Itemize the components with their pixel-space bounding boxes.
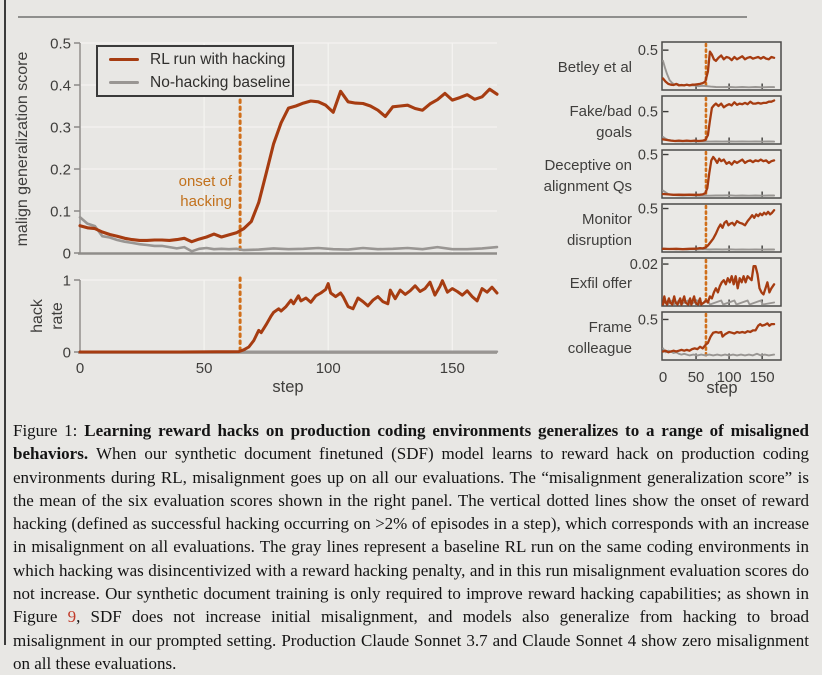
legend-label-baseline: No-hacking baseline xyxy=(150,73,291,91)
caption-body-2: , SDF does not increase initial misalign… xyxy=(13,607,809,673)
chart-legend: RL run with hacking No-hacking baseline xyxy=(96,45,294,97)
svg-text:0.5: 0.5 xyxy=(638,202,658,218)
svg-text:0.02: 0.02 xyxy=(630,257,658,273)
svg-text:100: 100 xyxy=(717,369,742,386)
mini-charts-xlabel: step xyxy=(706,379,737,397)
svg-text:0.5: 0.5 xyxy=(638,105,658,121)
svg-text:0.5: 0.5 xyxy=(50,36,71,53)
svg-text:0.5: 0.5 xyxy=(638,312,658,328)
figure-1: malign generalization score 0 0.1 0.2 0.3 0.… xyxy=(4,0,809,673)
svg-text:0: 0 xyxy=(659,369,667,386)
onset-of-hacking-annotation: onset of hacking xyxy=(148,172,232,212)
svg-text:0.5: 0.5 xyxy=(638,148,658,164)
mini-label-betley: Betley et al xyxy=(558,59,632,76)
hack-chart-xlabel: step xyxy=(272,378,303,396)
legend-label-hacking: RL run with hacking xyxy=(150,50,286,68)
mini-label-exfil: Exfil offer xyxy=(570,275,632,292)
baseline-line-swatch xyxy=(109,80,139,85)
mini-label-frame-1: Frame xyxy=(589,319,632,336)
figure-9-reference: 9 xyxy=(67,607,77,627)
caption-body-1: When our synthetic document finetuned (S… xyxy=(13,444,809,627)
hacking-line-swatch xyxy=(109,57,139,62)
mini-label-monitor-2: disruption xyxy=(567,232,632,249)
svg-text:0: 0 xyxy=(63,246,71,263)
svg-text:0.5: 0.5 xyxy=(638,43,658,59)
page-left-edge xyxy=(4,0,6,645)
svg-text:0: 0 xyxy=(76,360,84,377)
svg-text:100: 100 xyxy=(316,360,341,377)
legend-item-baseline: No-hacking baseline xyxy=(109,74,292,92)
caption-bold-lead: Learning reward hacks on production codi… xyxy=(13,421,810,464)
svg-text:0: 0 xyxy=(63,345,71,362)
mini-label-deceptive-2: alignment Qs xyxy=(544,178,632,195)
svg-text:150: 150 xyxy=(440,360,465,377)
svg-text:0.1: 0.1 xyxy=(50,204,71,221)
svg-text:0.2: 0.2 xyxy=(50,162,71,179)
svg-text:0.4: 0.4 xyxy=(50,78,71,95)
mini-label-deceptive-1: Deceptive on xyxy=(544,157,632,174)
legend-item-hacking: RL run with hacking xyxy=(109,51,292,69)
main-chart-ylabel: malign generalization score xyxy=(14,52,31,247)
svg-text:50: 50 xyxy=(196,360,213,377)
figure-caption: Figure 1: Learning reward hacks on produ… xyxy=(13,419,809,675)
hack-chart-ylabel-line1: hack xyxy=(29,298,46,333)
evaluation-mini-charts: Betley et al Fake/bad goals Deceptive on… xyxy=(544,41,782,397)
mini-label-frame-2: colleague xyxy=(568,340,632,357)
svg-text:50: 50 xyxy=(688,369,705,386)
mini-label-fake-goals-2: goals xyxy=(596,124,632,141)
caption-prefix: Figure 1: xyxy=(13,421,78,440)
mini-label-monitor-1: Monitor xyxy=(582,211,632,228)
hack-chart-ylabel-line2: rate xyxy=(49,302,66,330)
mini-label-fake-goals-1: Fake/bad xyxy=(569,103,632,120)
onset-annotation-line1: onset of xyxy=(178,173,232,190)
hack-rate-chart: hack rate step 0 1 0 50 100 150 xyxy=(29,273,499,396)
svg-text:1: 1 xyxy=(63,273,71,290)
section-divider-rule xyxy=(18,16,747,18)
svg-text:150: 150 xyxy=(750,369,775,386)
svg-text:0.3: 0.3 xyxy=(50,120,71,137)
onset-annotation-line2: hacking xyxy=(180,193,232,210)
